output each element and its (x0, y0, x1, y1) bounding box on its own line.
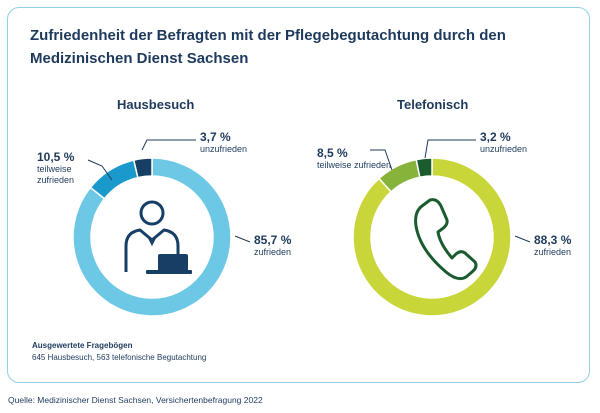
note-heading: Ausgewertete Fragebögen (32, 341, 133, 350)
person-head-icon (139, 200, 165, 226)
slice-telefonisch-zufrieden (352, 157, 512, 317)
value-label: 88,3 % (534, 233, 572, 247)
sample-note: Ausgewertete Fragebögen 645 Hausbesuch, … (32, 340, 206, 364)
label-telefonisch-teilweise: 8,5 % teilweise zufrieden (317, 146, 391, 171)
tie-icon (147, 235, 157, 247)
laptop-icon (158, 254, 188, 272)
label-telefonisch-zufrieden: 88,3 % zufrieden (534, 233, 571, 258)
label-hausbesuch-teilweise: 10,5 % teilweise zufrieden (37, 150, 74, 186)
telephone-handset-icon (414, 198, 478, 281)
chart-title: Zufriedenheit der Befragten mit der Pfle… (30, 27, 506, 67)
slice-hausbesuch-teilweise (89, 159, 139, 200)
value-label: 8,5 % (317, 146, 348, 160)
category-label: teilweise zufrieden (317, 160, 392, 170)
note-text: 645 Hausbesuch, 563 telefonische Begutac… (32, 353, 207, 362)
label-telefonisch-unzufrieden: 3,2 % unzufrieden (480, 130, 527, 155)
value-label: 10,5 % (37, 150, 75, 164)
category-label: teilweise (37, 164, 72, 174)
label-hausbesuch-zufrieden: 85,7 % zufrieden (254, 233, 291, 258)
leader-hausbesuch-teilweise (87, 159, 113, 181)
person-body-icon (124, 228, 180, 272)
leader-hausbesuch-unzufrieden (141, 139, 196, 151)
value-label: 85,7 % (254, 233, 292, 247)
laptop-base-icon (146, 270, 192, 274)
category-label: zufrieden (254, 247, 292, 257)
leader-telefonisch-zufrieden (514, 235, 531, 243)
value-label: 3,2 % (480, 130, 511, 144)
slice-hausbesuch-unzufrieden (132, 157, 153, 179)
source-note: Quelle: Medizinischer Dienst Sachsen, Ve… (8, 395, 263, 405)
chart-heading-telefonisch: Telefonisch (397, 97, 469, 112)
category-label: zufrieden (37, 175, 75, 185)
leader-telefonisch-unzufrieden (424, 139, 476, 159)
leader-telefonisch-teilweise (370, 149, 393, 171)
category-label: zufrieden (534, 247, 572, 257)
slice-telefonisch-unzufrieden (415, 157, 433, 179)
leader-hausbesuch-zufrieden (234, 235, 251, 243)
slice-hausbesuch-zufrieden (72, 157, 232, 317)
chart-heading-hausbesuch: Hausbesuch (117, 97, 195, 112)
value-label: 3,7 % (200, 130, 231, 144)
category-label: unzufrieden (480, 144, 528, 154)
label-hausbesuch-unzufrieden: 3,7 % unzufrieden (200, 130, 247, 155)
category-label: unzufrieden (200, 144, 248, 154)
